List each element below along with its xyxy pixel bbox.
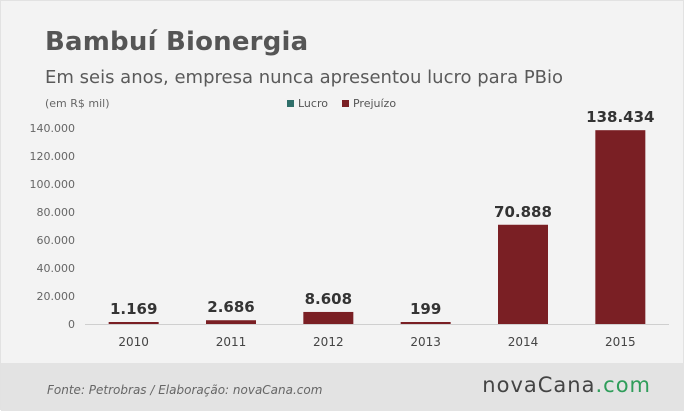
unit-note: (em R$ mil) [45,97,110,110]
legend-swatch-prejuizo [341,100,349,107]
brand-logo[interactable]: novaCana.com [482,373,651,397]
data-label-2014: 70.888 [494,203,552,221]
bar-2012 [303,311,354,324]
x-tick-label-2013: 2013 [410,335,441,349]
source-note: Fonte: Petrobras / Elaboração: novaCana.… [47,383,323,397]
brand-suffix: .com [595,373,651,397]
chart-subtitle: Em seis anos, empresa nunca apresentou l… [45,67,564,88]
bar-2013 [400,322,451,324]
bar-2011 [206,320,256,324]
y-tick-label: 120.000 [30,150,76,163]
x-tick-label-2012: 2012 [313,335,344,349]
legend-item-prejuizo: Prejuízo [341,97,397,110]
bar-2010 [108,322,159,324]
data-label-2010: 1.169 [110,300,157,318]
y-tick-label: 60.000 [37,234,76,247]
legend-swatch-lucro [287,100,294,107]
footer: Fonte: Petrobras / Elaboração: novaCana.… [1,363,684,411]
y-tick-label: 20.000 [37,290,76,303]
data-label-2012: 8.608 [305,290,352,308]
data-label-2011: 2.686 [207,298,254,316]
brand-main: novaCana [482,373,596,397]
y-tick-label: 40.000 [37,262,76,275]
x-tick-label-2011: 2011 [216,335,247,349]
bar-2014 [498,224,548,324]
x-tick-label-2015: 2015 [605,335,636,349]
legend-label-prejuizo: Prejuízo [352,97,397,110]
data-label-2013: 199 [410,300,441,318]
x-tick-label-2014: 2014 [508,335,539,349]
legend: Lucro Prejuízo [287,97,396,110]
chart-title: Bambuí Bionergia [45,27,309,57]
bar-2015 [595,130,646,324]
y-tick-label: 80.000 [37,206,76,219]
bar-chart: 0 20.000 40.000 60.000 80.000 100.000 120.000 1… [30,108,669,349]
legend-item-lucro: Lucro [287,97,328,110]
y-tick-label: 0 [68,318,75,331]
legend-label-lucro: Lucro [298,97,328,110]
y-tick-label: 140.000 [30,122,76,135]
data-label-2015: 138.434 [586,108,654,126]
y-tick-label: 100.000 [30,178,76,191]
x-tick-label-2010: 2010 [118,335,149,349]
